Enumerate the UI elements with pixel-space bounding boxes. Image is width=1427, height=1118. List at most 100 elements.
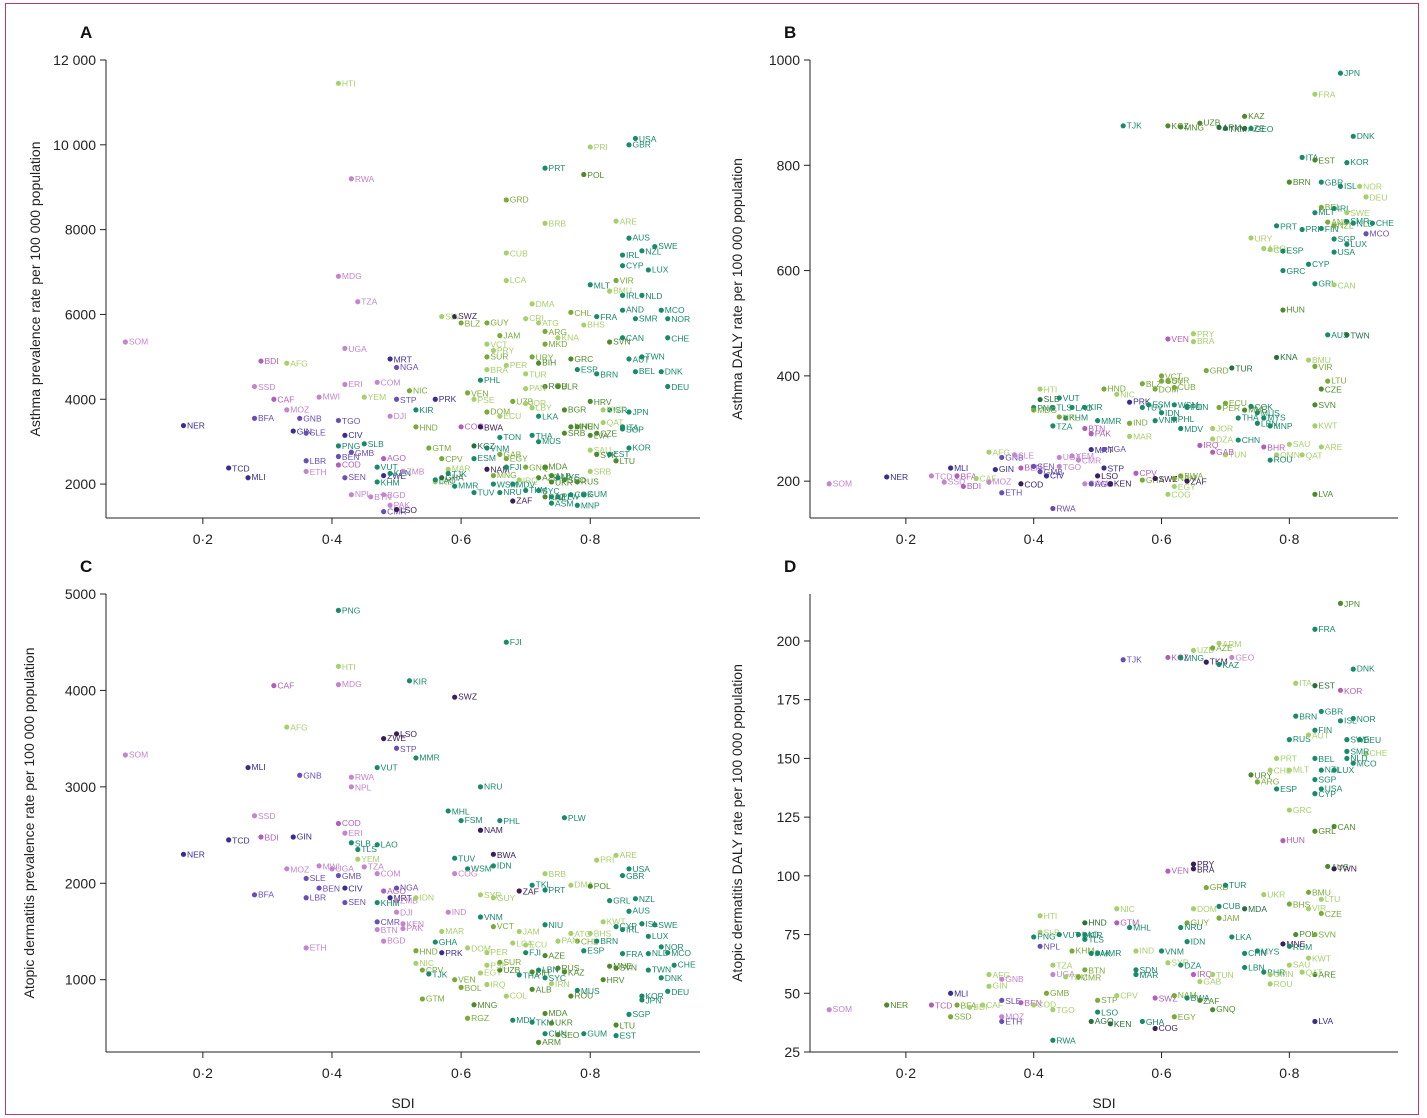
data-point	[1184, 920, 1190, 926]
data-point	[1210, 1007, 1216, 1013]
data-point-label: SVN	[620, 963, 637, 973]
data-point-label: SOM	[129, 337, 148, 347]
data-point-label: NOR	[1363, 181, 1382, 191]
data-point-label: DNK	[1357, 664, 1375, 674]
data-point	[542, 871, 548, 877]
data-point-label: MLT	[594, 280, 610, 290]
data-point	[1107, 1021, 1113, 1027]
data-point	[948, 1014, 954, 1020]
data-point-label: TCD	[935, 1001, 952, 1011]
data-point-label: MCO	[665, 305, 685, 315]
data-point-label: CHN	[1248, 948, 1266, 958]
data-point-label: IRL	[1338, 203, 1352, 213]
data-point-label: NER	[890, 1000, 908, 1010]
data-point	[1082, 404, 1088, 411]
data-point-label: DNK	[665, 973, 683, 983]
data-point-label: HND	[1088, 917, 1106, 927]
y-tick-label: 2000	[65, 476, 96, 492]
data-point-label: GEO	[1235, 652, 1254, 662]
data-point-label: CAN	[626, 333, 644, 343]
data-point-label: ZAF	[1191, 477, 1207, 487]
data-point-label: FRA	[626, 949, 643, 959]
y-tick-label: 175	[777, 692, 801, 708]
data-point	[510, 940, 516, 946]
data-point	[1139, 404, 1145, 411]
data-point-label: FRA	[1318, 624, 1335, 634]
data-point-label: LVA	[1318, 489, 1333, 499]
data-point	[587, 883, 593, 889]
data-point	[1312, 402, 1318, 408]
data-point	[484, 981, 490, 988]
y-tick-label: 5000	[65, 586, 96, 602]
figure-frame	[5, 3, 1419, 1115]
x-tick-label: 0·8	[580, 1065, 600, 1081]
data-point	[1344, 219, 1350, 225]
data-point-label: CMR	[381, 917, 400, 927]
data-point-label: SYC	[542, 486, 559, 496]
data-point-label: MLI	[252, 762, 266, 772]
data-point	[1126, 433, 1133, 440]
data-point-label: VEN	[471, 388, 488, 398]
data-point-label: TWN	[645, 351, 664, 361]
data-point	[1152, 1025, 1158, 1032]
data-point-label: LBY	[536, 403, 552, 413]
data-point	[1216, 124, 1222, 130]
data-point	[1286, 807, 1292, 813]
data-point	[484, 445, 490, 451]
data-point	[542, 887, 548, 893]
data-point-label: SEO	[561, 1030, 579, 1040]
data-point-label: PAK	[1095, 428, 1112, 438]
data-point-label: SGP	[1318, 775, 1336, 785]
data-point-label: KHM	[381, 898, 400, 908]
data-point-label: HTI	[342, 78, 356, 88]
data-point-label: KIR	[413, 676, 427, 686]
data-point	[523, 464, 529, 470]
data-point-label: KOR	[1344, 686, 1362, 696]
data-point	[497, 413, 503, 419]
data-point	[471, 489, 477, 496]
data-point-label: ARM	[1223, 639, 1242, 649]
data-point-label: YEM	[361, 854, 379, 864]
data-point-label: MDV	[1184, 424, 1203, 434]
data-point	[303, 945, 309, 951]
data-point-label: MDA	[549, 462, 568, 472]
data-point-label: ITA	[1299, 678, 1312, 688]
data-point	[1037, 913, 1043, 919]
data-point-label: THA	[536, 431, 553, 441]
data-point-label: JAM	[503, 331, 520, 341]
y-tick-label: 6000	[65, 306, 96, 322]
data-point	[497, 434, 503, 441]
data-point-label: GRD	[510, 194, 529, 204]
data-point-label: PER	[1223, 403, 1240, 413]
data-point-label: GIN	[992, 981, 1007, 991]
data-point	[439, 313, 445, 320]
data-point-label: IND	[1139, 946, 1154, 956]
data-point-label: CYP	[1318, 789, 1336, 799]
data-point-label: LBR	[310, 893, 327, 903]
data-point	[523, 371, 529, 377]
data-point-label: QAT	[1306, 450, 1323, 460]
data-point	[1165, 654, 1171, 661]
data-point	[335, 80, 342, 86]
data-point	[484, 341, 490, 347]
data-point	[999, 1018, 1005, 1025]
data-point-label: QAT	[1306, 968, 1323, 978]
data-point	[645, 933, 651, 939]
data-point-label: SSD	[954, 1011, 971, 1021]
data-point	[1305, 906, 1312, 912]
data-point	[1037, 929, 1043, 935]
data-point	[1242, 964, 1248, 971]
data-point	[400, 925, 406, 932]
data-point-label: SWZ	[1159, 993, 1178, 1003]
data-point-label: MKD	[549, 339, 568, 349]
data-point	[1146, 402, 1152, 408]
data-point	[1031, 1002, 1037, 1008]
data-point-label: KHM	[1076, 946, 1095, 956]
data-point	[1126, 924, 1133, 931]
data-point	[1178, 962, 1184, 968]
data-point	[1210, 449, 1216, 455]
data-point-label: NZL	[639, 894, 655, 904]
data-point-label: GAB	[1203, 977, 1221, 987]
data-point-label: ZWE	[387, 471, 406, 481]
data-point	[632, 369, 639, 375]
